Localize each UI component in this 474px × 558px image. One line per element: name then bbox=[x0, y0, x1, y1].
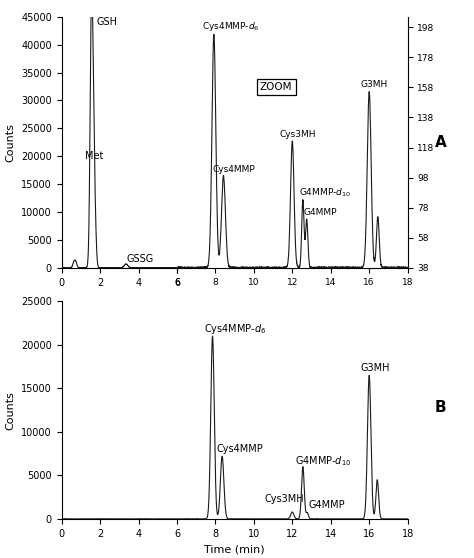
Text: G3MH: G3MH bbox=[361, 80, 388, 89]
Text: Cys4MMP-$d_6$: Cys4MMP-$d_6$ bbox=[202, 20, 260, 33]
Y-axis label: Counts: Counts bbox=[6, 123, 16, 162]
Text: Cys4MMP: Cys4MMP bbox=[216, 444, 263, 454]
Text: G4MMP: G4MMP bbox=[304, 208, 337, 217]
Text: B: B bbox=[435, 400, 447, 415]
Text: G3MH: G3MH bbox=[361, 363, 390, 373]
Text: GSSG: GSSG bbox=[126, 254, 153, 264]
X-axis label: Time (min): Time (min) bbox=[204, 544, 265, 554]
Y-axis label: Counts: Counts bbox=[6, 391, 16, 430]
Text: A: A bbox=[435, 135, 447, 150]
Text: Cys4MMP-$d_6$: Cys4MMP-$d_6$ bbox=[204, 322, 266, 336]
Text: Met: Met bbox=[85, 151, 103, 161]
Text: G4MMP-$d_{10}$: G4MMP-$d_{10}$ bbox=[299, 187, 351, 199]
Text: G4MMP-$d_{10}$: G4MMP-$d_{10}$ bbox=[295, 454, 352, 468]
Text: GSH: GSH bbox=[96, 17, 117, 27]
Text: Cys3MH: Cys3MH bbox=[264, 493, 304, 503]
Text: ZOOM: ZOOM bbox=[260, 82, 292, 92]
Text: G4MMP: G4MMP bbox=[309, 501, 345, 511]
Text: Cys4MMP: Cys4MMP bbox=[212, 165, 255, 174]
Text: Cys3MH: Cys3MH bbox=[280, 130, 316, 139]
